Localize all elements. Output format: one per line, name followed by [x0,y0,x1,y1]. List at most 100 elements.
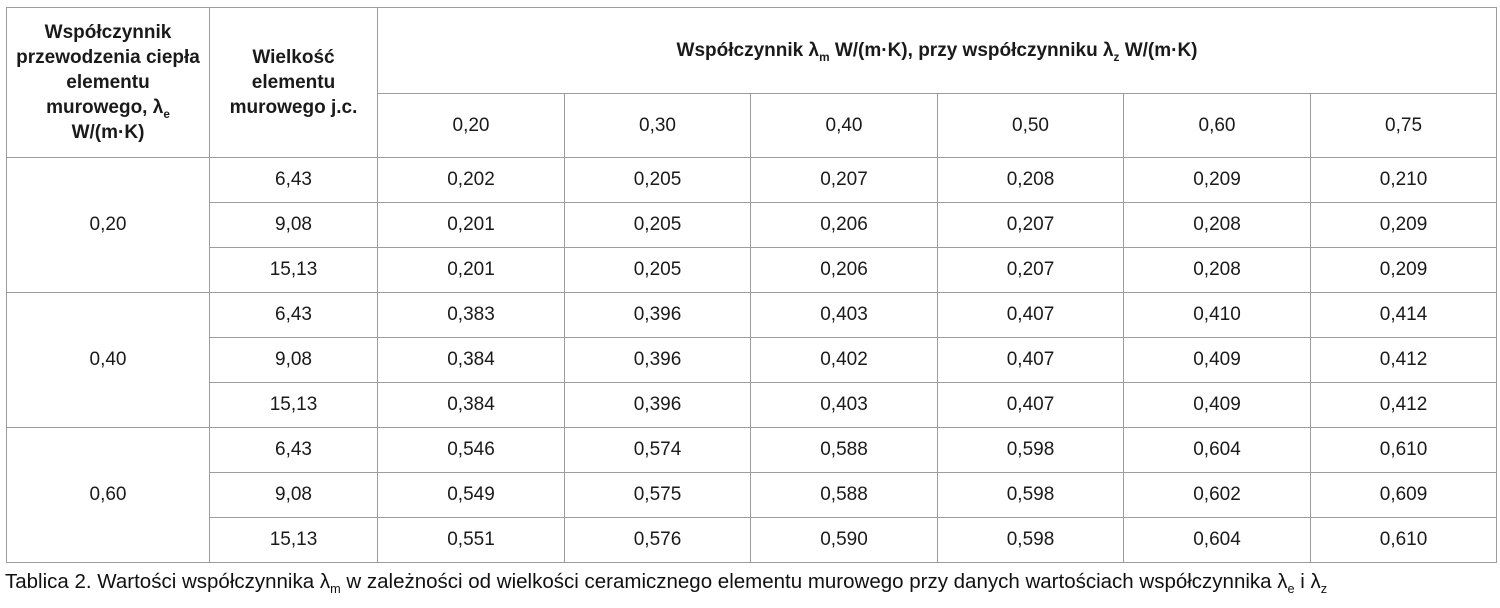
value-cell: 0,206 [750,247,938,293]
size-cell: 6,43 [209,427,378,473]
value-cell: 0,602 [1123,472,1311,518]
value-cell: 0,209 [1309,202,1498,248]
value-cell: 0,209 [1123,157,1311,203]
lambda-m-subscript: m [819,50,830,64]
value-cell: 0,210 [1309,157,1498,203]
size-cell: 9,08 [209,337,378,383]
value-cell: 0,403 [750,382,938,428]
caption-part: i λ [1294,570,1321,593]
lambda-e-subscript: e [163,107,170,121]
value-cell: 0,201 [377,202,565,248]
value-cell: 0,609 [1309,472,1498,518]
value-cell: 0,201 [377,247,565,293]
value-cell: 0,604 [1123,517,1311,563]
value-cell: 0,407 [937,337,1124,383]
lambda-z-col-0: 0,20 [377,93,565,158]
lambda-e-subscript: e [1287,581,1295,597]
value-cell: 0,588 [750,472,938,518]
header-element-size: Wielkość elementu murowego j.c. [209,7,378,158]
size-cell: 15,13 [209,517,378,563]
table-row: 15,13 0,384 0,396 0,403 0,407 0,409 0,41… [7,382,1498,428]
value-cell: 0,403 [750,292,938,338]
header-lambda-e-unit: W/(m·K) [71,122,145,144]
lambda-z-col-3: 0,50 [937,93,1124,158]
group-0-40: 0,40 6,43 0,383 0,396 0,403 0,407 0,410 … [6,292,1498,428]
value-cell: 0,412 [1309,382,1498,428]
coefficient-table: Współczynnik przewodzenia ciepła element… [6,7,1498,563]
value-cell: 0,610 [1309,517,1498,563]
value-cell: 0,598 [937,472,1124,518]
value-cell: 0,396 [564,337,751,383]
value-cell: 0,407 [937,382,1124,428]
value-cell: 0,588 [750,427,938,473]
header-span-pre: Współczynnik λ [676,39,820,61]
group-0-20: 0,20 6,43 0,202 0,205 0,207 0,208 0,209 … [6,157,1498,293]
value-cell: 0,598 [937,517,1124,563]
header-span-mid: W/(m·K), przy współczynniku λ [829,39,1114,61]
value-cell: 0,575 [564,472,751,518]
caption-part: Tablica 2. Wartości współczynnika λ [5,570,331,593]
header-element-size-text: Wielkość elementu murowego j.c. [229,46,358,119]
value-cell: 0,207 [937,247,1124,293]
size-cell: 9,08 [209,202,378,248]
value-cell: 0,409 [1123,337,1311,383]
lambda-m-subscript: m [330,581,341,597]
value-cell: 0,574 [564,427,751,473]
table-row: 9,08 0,549 0,575 0,588 0,598 0,602 0,609 [7,472,1498,518]
value-cell: 0,576 [564,517,751,563]
value-cell: 0,205 [564,247,751,293]
value-cell: 0,610 [1309,427,1498,473]
value-cell: 0,205 [564,202,751,248]
value-cell: 0,410 [1123,292,1311,338]
value-cell: 0,546 [377,427,565,473]
document-page: Współczynnik przewodzenia ciepła element… [0,7,1500,608]
value-cell: 0,208 [937,157,1124,203]
value-cell: 0,384 [377,382,565,428]
header-lambda-m-span: Współczynnik λm W/(m·K), przy współczynn… [376,7,1498,94]
header-lambda-e: Współczynnik przewodzenia ciepła element… [6,7,210,158]
value-cell: 0,549 [377,472,565,518]
table-row: 9,08 0,384 0,396 0,402 0,407 0,409 0,412 [7,337,1498,383]
table-row: 9,08 0,201 0,205 0,206 0,207 0,208 0,209 [7,202,1498,248]
header-lambda-e-text: Współczynnik przewodzenia ciepła element… [16,21,200,119]
value-cell: 0,402 [750,337,938,383]
value-cell: 0,207 [750,157,938,203]
table-row: 0,20 6,43 0,202 0,205 0,207 0,208 0,209 … [6,157,1498,293]
value-cell: 0,208 [1123,202,1311,248]
value-cell: 0,208 [1123,247,1311,293]
value-cell: 0,206 [750,202,938,248]
header-span-end: W/(m·K) [1119,39,1198,61]
table-row: 15,13 0,201 0,205 0,206 0,207 0,208 0,20… [7,247,1498,293]
value-cell: 0,396 [564,292,751,338]
value-cell: 0,396 [564,382,751,428]
value-cell: 0,604 [1123,427,1311,473]
table-row: 0,40 6,43 0,383 0,396 0,403 0,407 0,410 … [6,292,1498,428]
value-cell: 0,209 [1309,247,1498,293]
lambda-z-col-2: 0,40 [750,93,938,158]
value-cell: 0,551 [377,517,565,563]
size-cell: 15,13 [209,382,378,428]
size-cell: 9,08 [209,472,378,518]
lambda-e-value-cell: 0,60 [6,427,210,563]
value-cell: 0,383 [377,292,565,338]
table-row: 0,60 6,43 0,546 0,574 0,588 0,598 0,604 … [6,427,1498,563]
group-0-60: 0,60 6,43 0,546 0,574 0,588 0,598 0,604 … [6,427,1498,563]
value-cell: 0,590 [750,517,938,563]
lambda-e-value-cell: 0,20 [6,157,210,293]
value-cell: 0,407 [937,292,1124,338]
size-cell: 6,43 [209,292,378,338]
value-cell: 0,205 [564,157,751,203]
size-cell: 15,13 [209,247,378,293]
lambda-z-subscript: z [1113,50,1120,64]
table-row: 15,13 0,551 0,576 0,590 0,598 0,604 0,61… [7,517,1498,563]
caption-part: w zależności od wielkości ceramicznego e… [340,570,1288,593]
lambda-z-col-1: 0,30 [564,93,751,158]
table-caption: Tablica 2. Wartości współczynnika λm w z… [5,570,1500,595]
value-cell: 0,598 [937,427,1124,473]
lambda-z-col-5: 0,75 [1309,93,1498,158]
value-cell: 0,414 [1309,292,1498,338]
value-cell: 0,207 [937,202,1124,248]
value-cell: 0,384 [377,337,565,383]
value-cell: 0,412 [1309,337,1498,383]
lambda-z-col-4: 0,60 [1123,93,1311,158]
